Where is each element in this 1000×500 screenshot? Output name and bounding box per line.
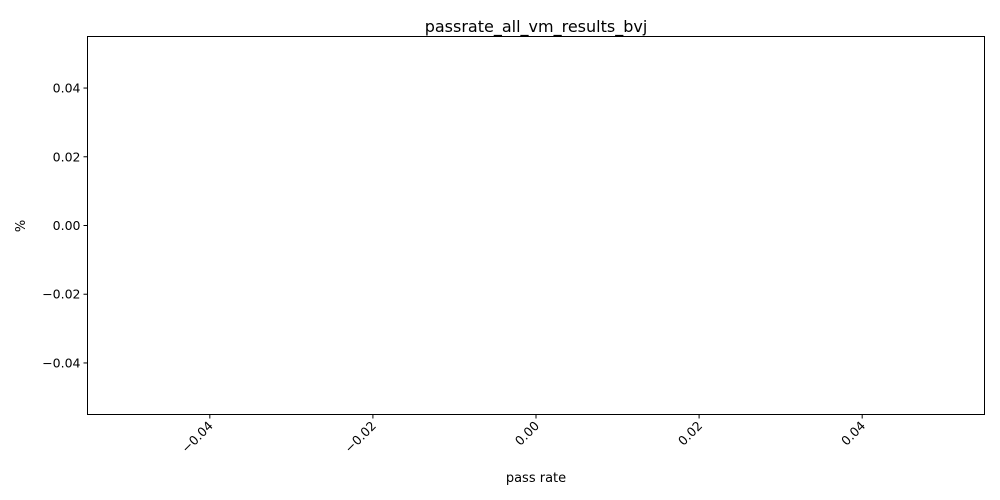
y-tick-label: 0.02 (53, 149, 81, 164)
x-axis: −0.04 −0.02 0.00 0.02 0.04 (178, 414, 868, 456)
y-axis: 0.04 0.02 0.00 −0.02 −0.04 (42, 81, 88, 370)
y-tick-label: 0.04 (53, 81, 81, 96)
y-tick-label: −0.02 (42, 287, 80, 302)
y-tick-label: 0.00 (53, 218, 81, 233)
x-tick-label: 0.02 (675, 418, 705, 448)
x-tick-label: 0.00 (512, 418, 542, 448)
chart-title: passrate_all_vm_results_bvj (425, 17, 648, 37)
x-axis-label: pass rate (506, 471, 566, 486)
x-tick-label: 0.04 (838, 418, 868, 448)
plot-area (87, 36, 985, 415)
x-tick-label: −0.04 (178, 418, 216, 456)
y-tick-label: −0.04 (42, 355, 80, 370)
y-axis-label: % (14, 220, 29, 232)
x-tick-label: −0.02 (341, 418, 379, 456)
